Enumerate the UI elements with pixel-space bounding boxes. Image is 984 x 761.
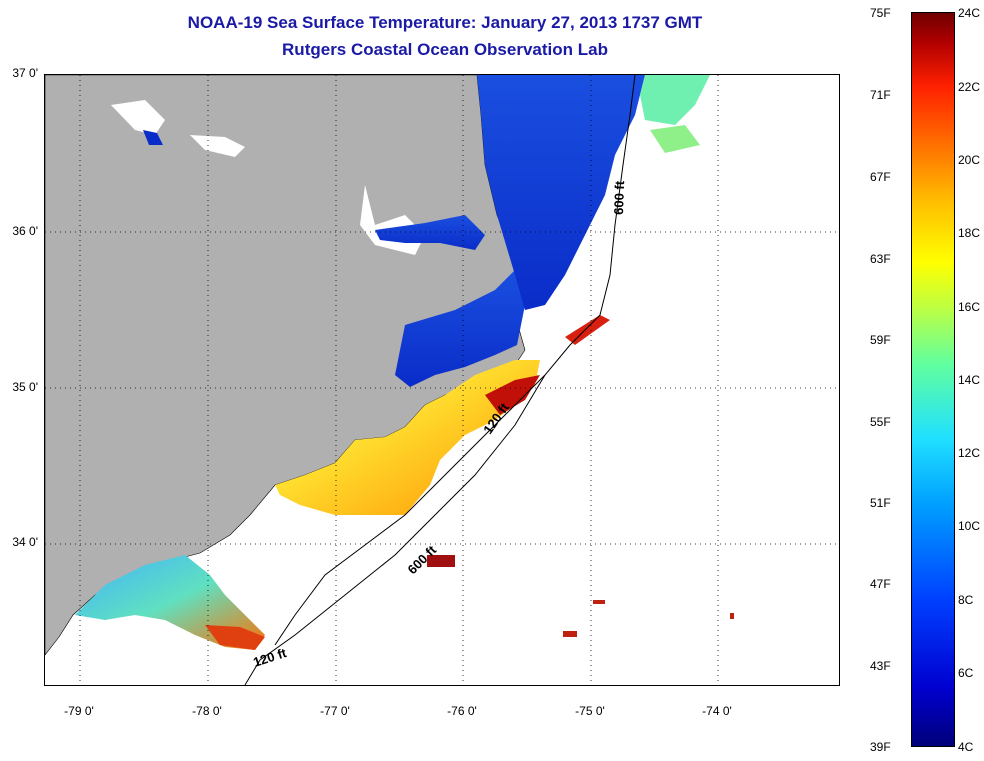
lon-label-78: -78 0' [192,704,222,718]
colorbar-f-label: 47F [870,577,891,591]
shelf-water-central [275,360,540,515]
temperature-colorbar [911,12,955,747]
gulf-stream-patch [640,75,710,125]
colorbar-c-label: 4C [958,740,974,754]
colorbar-f-label: 75F [870,6,891,20]
contour-600ft [244,75,636,685]
contour-120ft [274,374,546,646]
colorbar-c-label: 12C [958,446,981,460]
colorbar-c-label: 18C [958,226,981,240]
colorbar-c-label: 24C [958,6,981,20]
colorbar-c-label: 16C [958,300,981,314]
colorbar-f-label: 71F [870,88,891,102]
colorbar-c-label: 6C [958,666,974,680]
colorbar-c-label: 10C [958,519,981,533]
green-scatter [650,125,700,153]
warm-water-cape [485,375,540,415]
warm-pixel [427,555,455,567]
graticule [45,75,839,685]
small-lake [143,130,163,145]
colorbar-f-label: 39F [870,740,891,754]
lon-label-75: -75 0' [575,704,605,718]
map-title: NOAA-19 Sea Surface Temperature: January… [187,13,703,32]
colorbar-c-label: 22C [958,80,981,94]
lon-label-76: -76 0' [447,704,477,718]
colorbar-c-label: 8C [958,593,974,607]
northern-cold-water [477,75,645,310]
sst-map: 600 ft 120 ft 600 ft 120 ft [44,74,840,686]
contour-label-600ft-north: 600 ft [611,180,627,215]
inland-water [111,100,245,157]
pamlico-sound [395,270,525,387]
colorbar-f-label: 63F [870,252,891,266]
sst-map-canvas: 600 ft 120 ft 600 ft 120 ft [45,75,839,685]
lat-label-34: 34 0' [12,535,38,549]
lon-label-74: -74 0' [702,704,732,718]
warm-pixel [563,631,577,637]
lat-label-36: 36 0' [12,224,38,238]
warm-pixel [730,613,734,619]
colorbar-c-label: 20C [958,153,981,167]
lon-label-77: -77 0' [320,704,350,718]
warm-water-south [205,625,265,650]
lon-label-79: -79 0' [64,704,94,718]
colorbar-f-label: 55F [870,415,891,429]
contour-label-120ft-south: 120 ft [251,645,289,670]
colorbar-c-label: 14C [958,373,981,387]
lat-label-35: 35 0' [12,380,38,394]
lat-label-37: 37 0' [12,66,38,80]
colorbar-f-label: 43F [870,659,891,673]
colorbar-f-label: 59F [870,333,891,347]
colorbar-f-label: 67F [870,170,891,184]
colorbar-f-label: 51F [870,496,891,510]
warm-pixel [593,600,605,604]
albemarle-sound [375,215,485,250]
map-subtitle: Rutgers Coastal Ocean Observation Lab [282,40,608,59]
warm-filament [565,315,610,345]
